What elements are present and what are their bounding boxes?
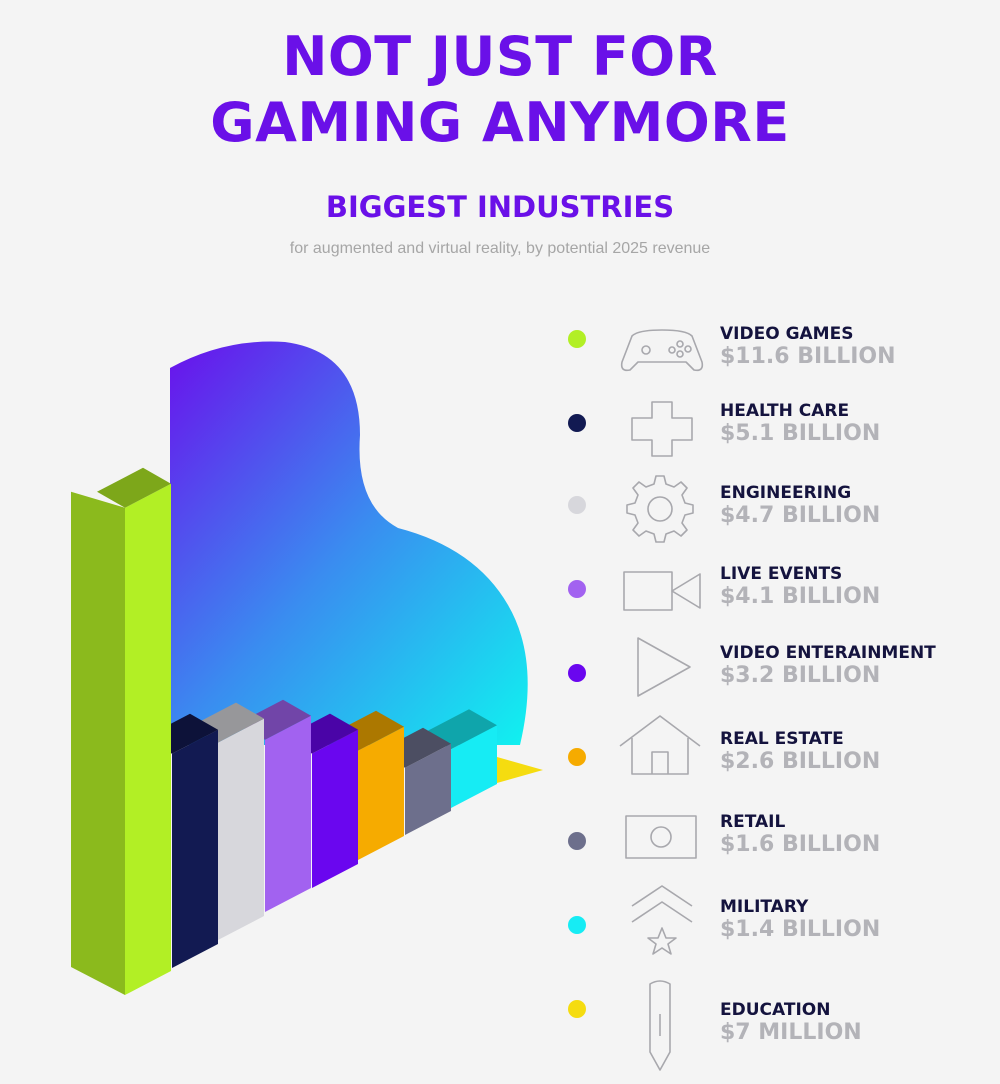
legend-item: REAL ESTATE $2.6 BILLION — [560, 300, 1000, 775]
legend-label: HEALTH CARE — [720, 401, 850, 421]
legend-item: RETAIL $1.6 BILLION — [560, 300, 1000, 859]
bar-front-face — [451, 725, 497, 808]
legend-value-label: $2.6 BILLION — [720, 749, 881, 774]
legend-value-label: $4.1 BILLION — [720, 584, 881, 609]
headline: NOT JUST FOR GAMING ANYMORE — [0, 24, 1000, 156]
legend-label: ENGINEERING — [720, 483, 852, 503]
legend-swatch — [568, 664, 586, 682]
gamepad-icon — [620, 329, 704, 372]
bar-front-face — [312, 729, 358, 888]
pencil-icon — [649, 980, 671, 1071]
bar-front-face — [125, 483, 171, 995]
bar-front-face — [265, 715, 311, 912]
legend-item: LIVE EVENTS $4.1 BILLION — [560, 300, 1000, 611]
legend-value-label: $1.4 BILLION — [720, 917, 881, 942]
legend-swatch — [568, 916, 586, 934]
gear-icon — [626, 475, 694, 543]
video-camera-icon — [623, 571, 701, 611]
legend-value-label: $11.6 BILLION — [720, 344, 896, 369]
headline-line-2: GAMING ANYMORE — [210, 91, 790, 154]
legend-item: MILITARY $1.4 BILLION — [560, 300, 1000, 955]
legend-item: EDUCATION $7 MILLION — [560, 300, 1000, 1071]
legend-label: LIVE EVENTS — [720, 564, 843, 584]
legend-swatch — [568, 414, 586, 432]
legend-label: EDUCATION — [720, 1000, 831, 1020]
chart-subtitle: for augmented and virtual reality, by po… — [289, 240, 711, 257]
legend-item: VIDEO ENTERAINMENT $3.2 BILLION — [560, 300, 1000, 697]
bar-1 — [71, 467, 171, 995]
legend-swatch — [568, 330, 586, 348]
legend-item: HEALTH CARE $5.1 BILLION — [560, 300, 1000, 457]
play-icon — [637, 637, 691, 697]
legend-value-label: $5.1 BILLION — [720, 421, 881, 446]
house-icon — [619, 715, 701, 775]
legend-value-label: $1.6 BILLION — [720, 832, 881, 857]
legend-value-label: $7 MILLION — [720, 1020, 862, 1045]
legend-swatch — [568, 580, 586, 598]
legend-swatch — [568, 832, 586, 850]
headline-line-1: NOT JUST FOR — [282, 25, 718, 88]
bar-top-face — [97, 467, 171, 508]
legend-swatch — [568, 1000, 586, 1018]
chart-title: BIGGEST INDUSTRIES — [325, 190, 675, 224]
legend-swatch — [568, 748, 586, 766]
legend-label: RETAIL — [720, 812, 786, 832]
bar-front-face — [218, 718, 264, 940]
legend-label: VIDEO ENTERAINMENT — [720, 643, 936, 663]
bar-9 — [497, 757, 543, 783]
chevron-star-icon — [631, 885, 693, 955]
bar-front-face — [497, 757, 543, 783]
legend-label: REAL ESTATE — [720, 729, 844, 749]
legend-label: MILITARY — [720, 897, 809, 917]
bar-front-face — [405, 743, 451, 835]
bar-side-face — [71, 491, 125, 995]
legend-swatch — [568, 496, 586, 514]
banknote-icon — [625, 815, 697, 859]
legend-item: ENGINEERING $4.7 BILLION — [560, 300, 1000, 543]
bar-front-face — [358, 726, 404, 860]
bar-front-face — [172, 729, 218, 968]
legend-label: VIDEO GAMES — [720, 324, 854, 344]
legend-value-label: $4.7 BILLION — [720, 503, 881, 528]
legend: VIDEO GAMES $11.6 BILLION HEALTH CARE $5.1 … — [560, 300, 1000, 1080]
background-blob — [170, 341, 528, 745]
legend-item: VIDEO GAMES $11.6 BILLION — [560, 300, 1000, 372]
legend-value-label: $3.2 BILLION — [720, 663, 881, 688]
medical-cross-icon — [631, 401, 693, 457]
